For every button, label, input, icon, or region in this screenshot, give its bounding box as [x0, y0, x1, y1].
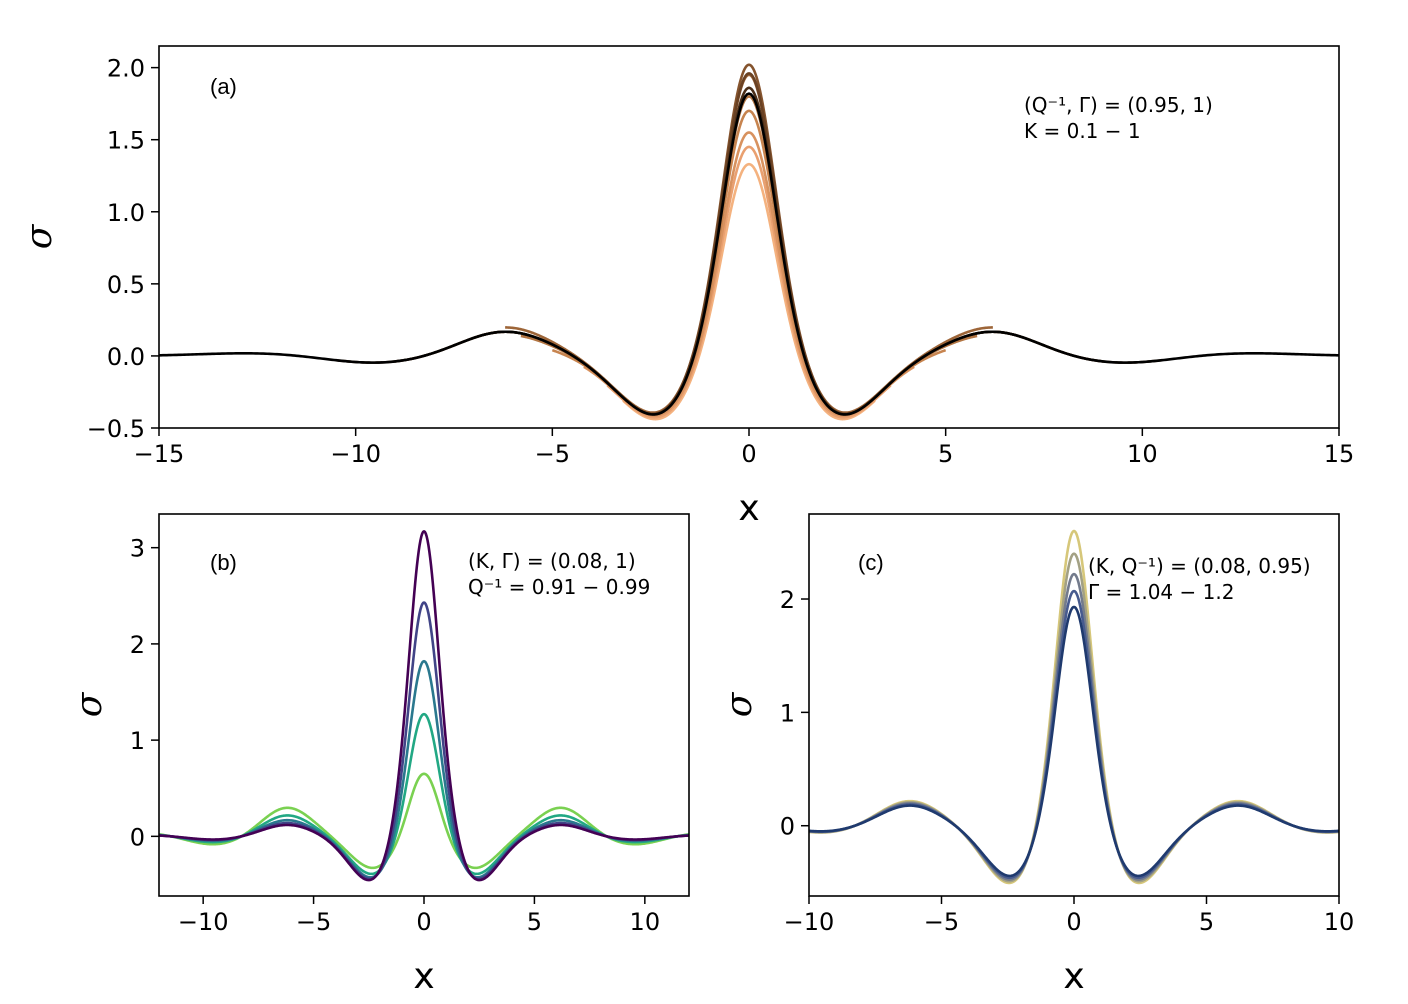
- panel-c-x-tick-label: 5: [1199, 908, 1214, 936]
- panel-c-x-ticks: −10 −5 0 5 10: [784, 896, 1355, 936]
- panel-c-y-axis-label: σ: [719, 691, 760, 717]
- panel-b-y-tick-label: 1: [130, 727, 145, 755]
- panel-a-x-tick-label: −10: [330, 440, 381, 468]
- panel-a-y-tick-label: 1.0: [107, 199, 145, 227]
- panel-a-y-axis-label: σ: [19, 223, 60, 249]
- panel-a: −15 −10 −5 0 5 10 15 −0.5 0.0 0.5 1.0 1.5 2.0 (a) (…: [19, 45, 1355, 529]
- panel-a-y-tick-label: 0.0: [107, 343, 145, 371]
- panel-a-series-line-10: [159, 92, 1339, 416]
- panel-a-label: (a): [210, 74, 237, 99]
- panel-b-x-tick-label: −10: [178, 908, 229, 936]
- panel-c-y-tick-label: 1: [780, 699, 795, 727]
- panel-a-series-line-8: [394, 72, 1104, 416]
- panel-b-series-line-3: [159, 659, 689, 879]
- panel-b-series-line-2: [159, 712, 689, 876]
- panel-b-label: (b): [210, 550, 237, 575]
- panel-c-series-line-3: [809, 572, 1339, 881]
- panel-c-x-axis-label: x: [1063, 956, 1084, 997]
- panel-c-series-line-2: [809, 552, 1339, 883]
- panel-c-series-line-1: [809, 529, 1339, 885]
- panel-a-x-tick-label: 10: [1127, 440, 1158, 468]
- panel-c-label: (c): [858, 550, 884, 575]
- panel-b-x-ticks: −10 −5 0 5 10: [178, 896, 660, 936]
- panel-a-x-tick-label: 15: [1324, 440, 1355, 468]
- panel-a-y-tick-label: 2.0: [107, 55, 145, 83]
- panel-a-x-tick-label: 0: [741, 440, 756, 468]
- panel-b-series-line-1: [159, 772, 689, 870]
- panel-b-x-tick-label: 10: [630, 908, 661, 936]
- panel-c-series-line-5: [809, 605, 1339, 878]
- panel-b-y-tick-label: 0: [130, 823, 145, 851]
- panel-a-series-line-1: [622, 162, 876, 421]
- panel-b-y-ticks: 0 1 2 3: [130, 535, 159, 851]
- panel-a-x-ticks: −15 −10 −5 0 5 10 15: [134, 428, 1355, 468]
- panel-b-x-tick-label: 5: [527, 908, 542, 936]
- panel-c-y-ticks: 0 1 2: [780, 586, 809, 841]
- panel-a-y-ticks: −0.5 0.0 0.5 1.0 1.5 2.0: [87, 55, 159, 443]
- panel-a-x-tick-label: −5: [535, 440, 570, 468]
- panel-b-x-tick-label: −5: [296, 908, 331, 936]
- panel-b-x-tick-label: 0: [416, 908, 431, 936]
- panel-c-x-tick-label: 0: [1066, 908, 1081, 936]
- panel-a-y-tick-label: −0.5: [87, 415, 145, 443]
- panel-c-x-tick-label: −10: [784, 908, 835, 936]
- panel-b-annotation-line2: Q⁻¹ = 0.91 − 0.99: [468, 575, 650, 599]
- panel-a-annotation-line2: K = 0.1 − 1: [1024, 119, 1141, 143]
- panel-b-x-axis-label: x: [413, 956, 434, 997]
- panel-a-annotation-line1: (Q⁻¹, Γ) = (0.95, 1): [1024, 93, 1213, 117]
- panel-a-x-tick-label: −15: [134, 440, 185, 468]
- panel-c-series-line-4: [809, 589, 1339, 880]
- panel-b-series: [159, 530, 689, 882]
- panel-a-series-line-2: [606, 145, 892, 419]
- panel-b-y-tick-label: 3: [130, 535, 145, 563]
- panel-c-y-tick-label: 0: [780, 813, 795, 841]
- panel-c-x-tick-label: 10: [1324, 908, 1355, 936]
- panel-a-series-line-3: [583, 131, 915, 417]
- panel-a-series-line-7: [473, 63, 1025, 416]
- panel-b-y-axis-label: σ: [69, 691, 110, 717]
- panel-a-y-tick-label: 1.5: [107, 127, 145, 155]
- panel-b: −10 −5 0 5 10 0 1 2 3 (b) (K, Γ) = (0.08, 1) Q⁻…: [69, 513, 690, 997]
- panel-c-x-tick-label: −5: [924, 908, 959, 936]
- panel-c-annotation-line1: (K, Q⁻¹) = (0.08, 0.95): [1088, 554, 1311, 578]
- panel-c-annotation-line2: Γ = 1.04 − 1.2: [1088, 580, 1234, 604]
- panel-c-series: [809, 529, 1339, 885]
- panel-b-y-tick-label: 2: [130, 631, 145, 659]
- panel-c-y-tick-label: 2: [780, 586, 795, 614]
- panel-a-x-axis-label: x: [738, 488, 759, 529]
- panel-c: −10 −5 0 5 10 0 1 2 (c) (K, Q⁻¹) = (0.08, 0.95…: [719, 513, 1355, 997]
- panel-a-x-tick-label: 5: [938, 440, 953, 468]
- panel-b-annotation-line1: (K, Γ) = (0.08, 1): [468, 549, 636, 573]
- panel-a-series-line-4: [551, 109, 947, 415]
- panel-b-series-line-5: [159, 530, 689, 882]
- panel-a-y-tick-label: 0.5: [107, 271, 145, 299]
- panel-a-series: [159, 63, 1339, 421]
